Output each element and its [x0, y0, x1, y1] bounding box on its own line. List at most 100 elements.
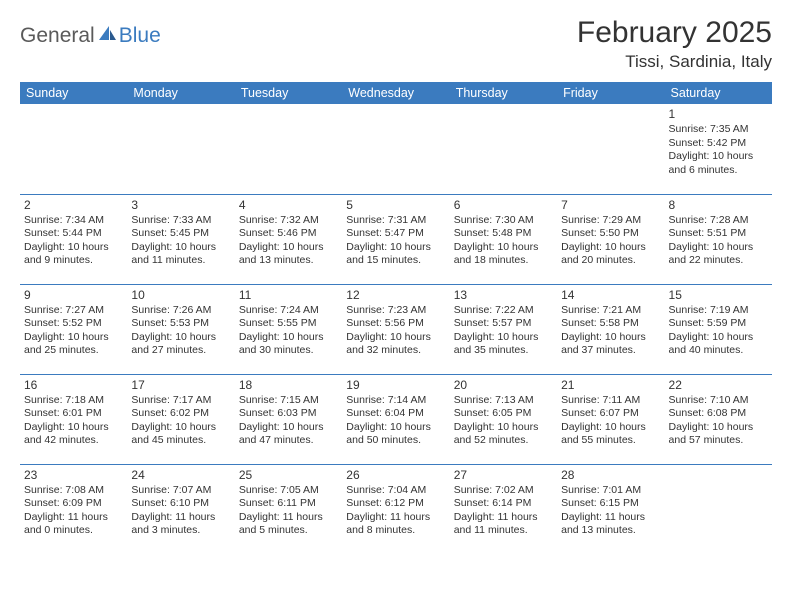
- daylight-line: Daylight: 10 hours and 27 minutes.: [131, 331, 230, 358]
- sunset-line: Sunset: 5:58 PM: [561, 317, 660, 330]
- daylight-line: Daylight: 11 hours and 0 minutes.: [24, 511, 123, 538]
- sunset-line: Sunset: 5:42 PM: [669, 137, 768, 150]
- sunrise-line: Sunrise: 7:05 AM: [239, 484, 338, 497]
- sunset-line: Sunset: 6:15 PM: [561, 497, 660, 510]
- daylight-line: Daylight: 10 hours and 11 minutes.: [131, 241, 230, 268]
- brand-name-2: Blue: [119, 24, 161, 48]
- daylight-line: Daylight: 11 hours and 13 minutes.: [561, 511, 660, 538]
- day-number: 18: [239, 378, 338, 393]
- daylight-line: Daylight: 10 hours and 50 minutes.: [346, 421, 445, 448]
- day-number: 3: [131, 198, 230, 213]
- daylight-line: Daylight: 10 hours and 25 minutes.: [24, 331, 123, 358]
- daylight-line: Daylight: 10 hours and 18 minutes.: [454, 241, 553, 268]
- day-cell: 8Sunrise: 7:28 AMSunset: 5:51 PMDaylight…: [665, 194, 772, 284]
- daylight-line: Daylight: 10 hours and 15 minutes.: [346, 241, 445, 268]
- day-number: 6: [454, 198, 553, 213]
- daylight-line: Daylight: 10 hours and 47 minutes.: [239, 421, 338, 448]
- day-cell: 22Sunrise: 7:10 AMSunset: 6:08 PMDayligh…: [665, 374, 772, 464]
- daylight-line: Daylight: 10 hours and 20 minutes.: [561, 241, 660, 268]
- sunset-line: Sunset: 6:02 PM: [131, 407, 230, 420]
- day-cell: 25Sunrise: 7:05 AMSunset: 6:11 PMDayligh…: [235, 464, 342, 554]
- daylight-line: Daylight: 10 hours and 35 minutes.: [454, 331, 553, 358]
- brand-logo: General Blue: [20, 16, 161, 48]
- sunrise-line: Sunrise: 7:31 AM: [346, 214, 445, 227]
- sunrise-line: Sunrise: 7:32 AM: [239, 214, 338, 227]
- day-cell: [665, 464, 772, 554]
- day-number: 12: [346, 288, 445, 303]
- day-header: Friday: [557, 82, 664, 104]
- day-cell: [450, 104, 557, 194]
- day-cell: [235, 104, 342, 194]
- daylight-line: Daylight: 10 hours and 55 minutes.: [561, 421, 660, 448]
- day-number: 8: [669, 198, 768, 213]
- sunset-line: Sunset: 6:09 PM: [24, 497, 123, 510]
- daylight-line: Daylight: 11 hours and 3 minutes.: [131, 511, 230, 538]
- day-number: 16: [24, 378, 123, 393]
- day-cell: 24Sunrise: 7:07 AMSunset: 6:10 PMDayligh…: [127, 464, 234, 554]
- day-cell: 14Sunrise: 7:21 AMSunset: 5:58 PMDayligh…: [557, 284, 664, 374]
- sunrise-line: Sunrise: 7:22 AM: [454, 304, 553, 317]
- sunset-line: Sunset: 6:14 PM: [454, 497, 553, 510]
- sunset-line: Sunset: 5:53 PM: [131, 317, 230, 330]
- sunrise-line: Sunrise: 7:15 AM: [239, 394, 338, 407]
- sunset-line: Sunset: 6:11 PM: [239, 497, 338, 510]
- sunrise-line: Sunrise: 7:17 AM: [131, 394, 230, 407]
- daylight-line: Daylight: 10 hours and 6 minutes.: [669, 150, 768, 177]
- day-cell: 7Sunrise: 7:29 AMSunset: 5:50 PMDaylight…: [557, 194, 664, 284]
- day-cell: 18Sunrise: 7:15 AMSunset: 6:03 PMDayligh…: [235, 374, 342, 464]
- daylight-line: Daylight: 10 hours and 9 minutes.: [24, 241, 123, 268]
- daylight-line: Daylight: 11 hours and 5 minutes.: [239, 511, 338, 538]
- day-number: 9: [24, 288, 123, 303]
- sunrise-line: Sunrise: 7:28 AM: [669, 214, 768, 227]
- location: Tissi, Sardinia, Italy: [577, 52, 772, 72]
- sunset-line: Sunset: 5:51 PM: [669, 227, 768, 240]
- day-cell: 6Sunrise: 7:30 AMSunset: 5:48 PMDaylight…: [450, 194, 557, 284]
- sunset-line: Sunset: 6:07 PM: [561, 407, 660, 420]
- day-cell: 3Sunrise: 7:33 AMSunset: 5:45 PMDaylight…: [127, 194, 234, 284]
- daylight-line: Daylight: 10 hours and 37 minutes.: [561, 331, 660, 358]
- day-number: 23: [24, 468, 123, 483]
- day-number: 25: [239, 468, 338, 483]
- day-number: 17: [131, 378, 230, 393]
- sunrise-line: Sunrise: 7:10 AM: [669, 394, 768, 407]
- sunset-line: Sunset: 6:08 PM: [669, 407, 768, 420]
- day-header: Wednesday: [342, 82, 449, 104]
- day-cell: [127, 104, 234, 194]
- day-cell: 17Sunrise: 7:17 AMSunset: 6:02 PMDayligh…: [127, 374, 234, 464]
- daylight-line: Daylight: 10 hours and 45 minutes.: [131, 421, 230, 448]
- day-cell: 15Sunrise: 7:19 AMSunset: 5:59 PMDayligh…: [665, 284, 772, 374]
- week-row: 16Sunrise: 7:18 AMSunset: 6:01 PMDayligh…: [20, 374, 772, 464]
- sunset-line: Sunset: 5:48 PM: [454, 227, 553, 240]
- sunrise-line: Sunrise: 7:24 AM: [239, 304, 338, 317]
- sunset-line: Sunset: 5:57 PM: [454, 317, 553, 330]
- sunset-line: Sunset: 5:46 PM: [239, 227, 338, 240]
- day-number: 21: [561, 378, 660, 393]
- sunrise-line: Sunrise: 7:34 AM: [24, 214, 123, 227]
- day-cell: 26Sunrise: 7:04 AMSunset: 6:12 PMDayligh…: [342, 464, 449, 554]
- week-row: 23Sunrise: 7:08 AMSunset: 6:09 PMDayligh…: [20, 464, 772, 554]
- title-block: February 2025 Tissi, Sardinia, Italy: [577, 16, 772, 72]
- day-number: 13: [454, 288, 553, 303]
- day-header: Saturday: [665, 82, 772, 104]
- day-number: 2: [24, 198, 123, 213]
- day-cell: 19Sunrise: 7:14 AMSunset: 6:04 PMDayligh…: [342, 374, 449, 464]
- day-cell: 1Sunrise: 7:35 AMSunset: 5:42 PMDaylight…: [665, 104, 772, 194]
- day-number: 11: [239, 288, 338, 303]
- daylight-line: Daylight: 11 hours and 11 minutes.: [454, 511, 553, 538]
- sunrise-line: Sunrise: 7:04 AM: [346, 484, 445, 497]
- daylight-line: Daylight: 10 hours and 32 minutes.: [346, 331, 445, 358]
- sunrise-line: Sunrise: 7:30 AM: [454, 214, 553, 227]
- sail-icon: [97, 24, 117, 48]
- month-title: February 2025: [577, 16, 772, 50]
- day-cell: [342, 104, 449, 194]
- day-cell: 21Sunrise: 7:11 AMSunset: 6:07 PMDayligh…: [557, 374, 664, 464]
- day-cell: 23Sunrise: 7:08 AMSunset: 6:09 PMDayligh…: [20, 464, 127, 554]
- sunrise-line: Sunrise: 7:23 AM: [346, 304, 445, 317]
- sunrise-line: Sunrise: 7:11 AM: [561, 394, 660, 407]
- sunset-line: Sunset: 5:44 PM: [24, 227, 123, 240]
- daylight-line: Daylight: 10 hours and 13 minutes.: [239, 241, 338, 268]
- daylight-line: Daylight: 10 hours and 30 minutes.: [239, 331, 338, 358]
- day-cell: 11Sunrise: 7:24 AMSunset: 5:55 PMDayligh…: [235, 284, 342, 374]
- sunrise-line: Sunrise: 7:07 AM: [131, 484, 230, 497]
- day-cell: 5Sunrise: 7:31 AMSunset: 5:47 PMDaylight…: [342, 194, 449, 284]
